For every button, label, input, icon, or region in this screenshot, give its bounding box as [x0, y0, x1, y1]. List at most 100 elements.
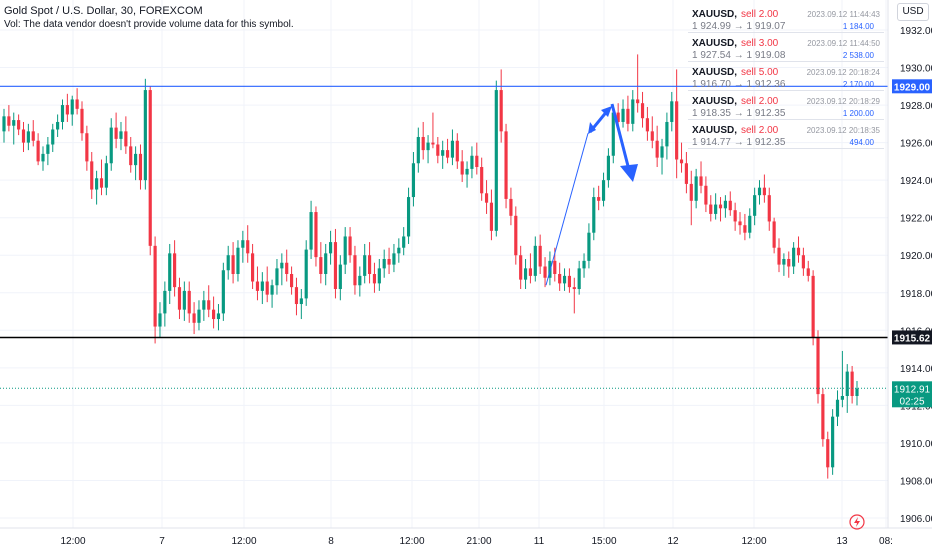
candle-body [572, 287, 576, 290]
candle-body [168, 253, 172, 291]
candle-body [192, 313, 196, 323]
trade-row[interactable]: XAUUSD, sell 2.00 2023.09.12 11:44:43 1 924… [688, 4, 884, 33]
lightning-icon[interactable] [849, 514, 865, 530]
trade-time: 2023.09.12 20:18:29 [806, 97, 880, 106]
candle [212, 296, 216, 329]
candle-body [562, 275, 567, 284]
candle [70, 95, 74, 126]
currency-button[interactable]: USD [897, 3, 929, 21]
trade-prices: 1 918.35 → 1 912.35 [692, 108, 786, 119]
candle-body [324, 253, 328, 274]
candle [845, 364, 849, 413]
candle-body [567, 275, 572, 288]
candle-body [777, 247, 781, 265]
candle-body [694, 176, 698, 201]
candle [718, 197, 723, 222]
trade-row[interactable]: XAUUSD, sell 5.00 2023.09.12 20:18:24 1 916… [688, 62, 884, 91]
candle [153, 236, 157, 344]
trade-row[interactable]: XAUUSD, sell 2.00 2023.09.12 20:18:29 1 918… [688, 91, 884, 120]
candle [743, 213, 747, 241]
candle-body [484, 193, 489, 203]
candle [294, 277, 299, 316]
candle-body [114, 127, 118, 139]
current-price-value: 1912.91 [894, 384, 931, 395]
trade-row[interactable]: XAUUSD, sell 3.00 2023.09.12 11:44:50 1 927… [688, 33, 884, 62]
candle-body [75, 99, 79, 109]
candle-body [328, 242, 333, 254]
candle-body [436, 144, 440, 156]
symbol-title[interactable]: Gold Spot / U.S. Dollar, 30, FOREXCOM [4, 5, 203, 17]
candle [601, 172, 606, 207]
candle [285, 249, 289, 282]
candle-body [319, 257, 323, 274]
candle-body [450, 140, 455, 158]
candle [328, 230, 333, 265]
x-tick-label: 11 [534, 536, 545, 547]
candle-body [480, 167, 484, 194]
candle [134, 146, 138, 181]
up-arrow-head [601, 106, 612, 117]
candle [114, 112, 118, 149]
trade-side: sell 5.00 [741, 67, 779, 78]
x-tick-label: 08: [879, 536, 893, 547]
candle-body [665, 121, 669, 147]
candle-body [119, 131, 123, 139]
candle [689, 170, 693, 226]
candle [450, 129, 455, 166]
candle-body [85, 133, 89, 162]
candle-body [626, 108, 630, 124]
candle [826, 431, 830, 479]
trade-prices: 1 914.77 → 1 912.35 [692, 137, 786, 148]
candle [333, 228, 338, 299]
candle-body [733, 210, 737, 222]
candle-body [509, 198, 513, 216]
trade-row[interactable]: XAUUSD, sell 2.00 2023.09.12 20:18:35 1 914… [688, 120, 884, 149]
candle-body [148, 90, 152, 246]
candle [558, 262, 562, 291]
candle-body [99, 178, 104, 188]
candle-body [129, 146, 133, 166]
candle [99, 159, 104, 196]
candle-body [494, 90, 498, 231]
candle [699, 161, 703, 194]
candle [489, 189, 494, 241]
candle-body [748, 215, 752, 233]
candle [270, 279, 274, 308]
candle-body [533, 245, 537, 276]
candle [455, 133, 459, 169]
trade-symbol: XAUUSD, [692, 67, 738, 78]
candle-body [636, 99, 640, 104]
candle-body [177, 287, 182, 310]
candle [216, 304, 221, 331]
candle-body [226, 255, 230, 271]
candle [187, 281, 191, 323]
candle-body [221, 270, 225, 314]
candle [304, 240, 308, 306]
candle [275, 258, 279, 295]
candle-body [806, 268, 810, 276]
candle [402, 227, 406, 256]
candle-body [251, 253, 255, 282]
candle [816, 330, 820, 404]
candle [280, 253, 284, 286]
trade-side: sell 2.00 [741, 96, 779, 107]
candle [95, 170, 99, 205]
candle [109, 118, 113, 171]
candle-body [616, 112, 620, 122]
candle-body [709, 204, 713, 214]
candle-body [441, 150, 445, 156]
candle-body [304, 249, 308, 299]
candle [255, 266, 260, 301]
candle-body [587, 232, 591, 261]
candle-body [762, 187, 766, 196]
candle-body [426, 142, 430, 151]
candle-body [197, 309, 201, 323]
candle-body [406, 197, 411, 237]
candle-body [36, 140, 40, 162]
candle [416, 127, 420, 173]
candle-body [787, 258, 791, 267]
time-axis[interactable]: 12:00 7 12:00 8 12:00 21:00 11 15:00 12 12:00 13 08… [60, 536, 892, 547]
candle [392, 243, 396, 273]
